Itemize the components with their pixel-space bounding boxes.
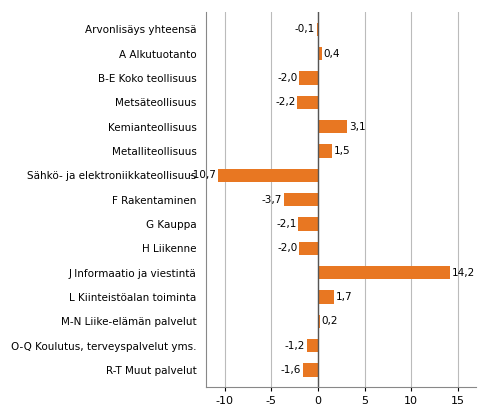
Text: -2,0: -2,0	[277, 73, 298, 83]
Text: -2,2: -2,2	[275, 97, 296, 107]
Bar	[307, 339, 318, 352]
Text: 3,1: 3,1	[349, 122, 365, 132]
Bar	[218, 168, 318, 182]
Text: 1,5: 1,5	[334, 146, 351, 156]
Text: -0,1: -0,1	[295, 25, 315, 35]
Text: -1,2: -1,2	[285, 341, 305, 351]
Bar	[317, 23, 318, 36]
Text: 0,4: 0,4	[324, 49, 340, 59]
Text: -2,1: -2,1	[276, 219, 297, 229]
Bar	[318, 47, 322, 60]
Bar	[318, 290, 334, 304]
Bar	[300, 242, 318, 255]
Bar	[318, 266, 450, 279]
Text: 14,2: 14,2	[452, 267, 475, 277]
Text: 1,7: 1,7	[336, 292, 352, 302]
Bar	[298, 96, 318, 109]
Bar	[283, 193, 318, 206]
Text: -2,0: -2,0	[277, 243, 298, 253]
Bar	[318, 120, 347, 134]
Bar	[299, 217, 318, 231]
Bar	[318, 144, 332, 158]
Bar	[318, 314, 320, 328]
Bar	[300, 72, 318, 85]
Text: -1,6: -1,6	[281, 365, 301, 375]
Text: -3,7: -3,7	[261, 195, 282, 205]
Bar	[303, 363, 318, 376]
Text: 0,2: 0,2	[322, 316, 338, 326]
Text: -10,7: -10,7	[190, 171, 217, 181]
